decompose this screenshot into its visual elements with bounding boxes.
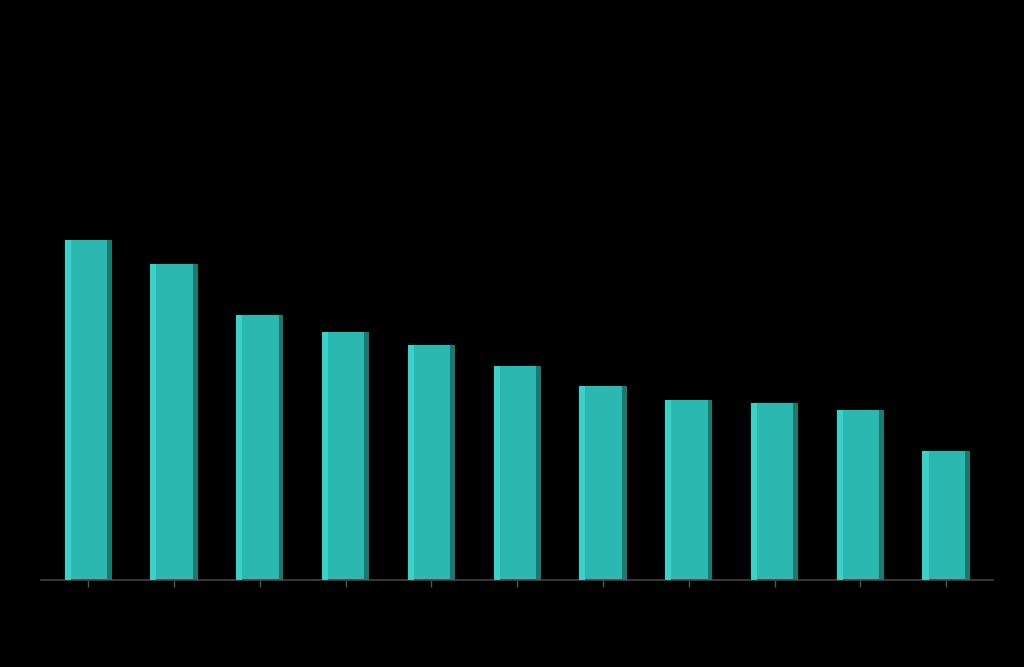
Bar bbox=[708, 400, 713, 580]
Bar bbox=[365, 331, 369, 580]
Bar bbox=[666, 400, 672, 580]
Bar bbox=[794, 404, 798, 580]
Bar bbox=[923, 451, 929, 580]
Bar bbox=[536, 366, 541, 580]
Bar bbox=[151, 263, 198, 580]
Bar bbox=[108, 240, 112, 580]
Bar bbox=[837, 410, 884, 580]
Bar bbox=[451, 346, 455, 580]
Bar bbox=[151, 263, 157, 580]
Bar bbox=[408, 346, 455, 580]
Bar bbox=[580, 386, 586, 580]
Bar bbox=[494, 366, 541, 580]
Bar bbox=[923, 451, 970, 580]
Bar bbox=[751, 404, 757, 580]
Bar bbox=[322, 331, 328, 580]
Bar bbox=[322, 331, 369, 580]
Bar bbox=[965, 451, 970, 580]
Bar bbox=[622, 386, 627, 580]
Bar bbox=[237, 315, 284, 580]
Bar bbox=[65, 240, 112, 580]
Bar bbox=[408, 346, 414, 580]
Bar bbox=[65, 240, 71, 580]
Bar bbox=[751, 404, 798, 580]
Bar bbox=[279, 315, 284, 580]
Bar bbox=[237, 315, 243, 580]
Bar bbox=[880, 410, 884, 580]
Bar bbox=[580, 386, 627, 580]
Bar bbox=[666, 400, 713, 580]
Bar bbox=[837, 410, 843, 580]
Bar bbox=[494, 366, 500, 580]
Bar bbox=[193, 263, 198, 580]
